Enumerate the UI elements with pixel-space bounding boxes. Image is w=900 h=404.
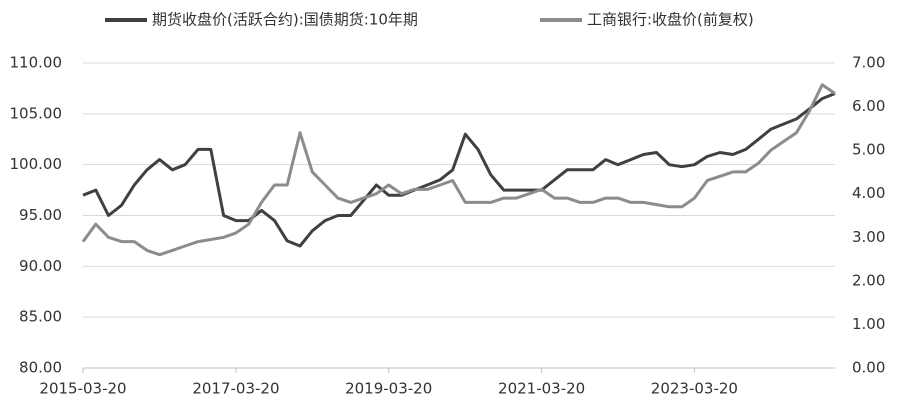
- y2-tick-label: 5.00: [852, 141, 885, 159]
- y-tick-label: 80.00: [19, 359, 62, 377]
- x-tick-label: 2019-03-20: [345, 380, 432, 398]
- y-tick-label: 100.00: [10, 155, 63, 173]
- y2-tick-label: 1.00: [852, 315, 885, 333]
- y-tick-label: 85.00: [19, 308, 62, 326]
- y-tick-label: 105.00: [10, 104, 63, 122]
- y-tick-label: 90.00: [19, 257, 62, 275]
- y2-tick-label: 2.00: [852, 271, 885, 289]
- series-line: [82, 92, 836, 248]
- y2-tick-label: 0.00: [852, 359, 885, 377]
- y2-tick-label: 7.00: [852, 54, 885, 72]
- y-tick-label: 110.00: [10, 54, 63, 72]
- series-line: [81, 83, 836, 257]
- x-tick-label: 2017-03-20: [192, 380, 279, 398]
- legend-label: 工商银行:收盘价(前复权): [587, 11, 754, 29]
- x-tick-label: 2023-03-20: [651, 380, 738, 398]
- y2-tick-label: 4.00: [852, 184, 885, 202]
- y2-tick-label: 6.00: [852, 97, 885, 115]
- x-tick-label: 2015-03-20: [39, 380, 126, 398]
- y-tick-label: 95.00: [19, 206, 62, 224]
- legend-label: 期货收盘价(活跃合约):国债期货:10年期: [152, 11, 418, 29]
- x-tick-label: 2021-03-20: [498, 380, 585, 398]
- y2-tick-label: 3.00: [852, 228, 885, 246]
